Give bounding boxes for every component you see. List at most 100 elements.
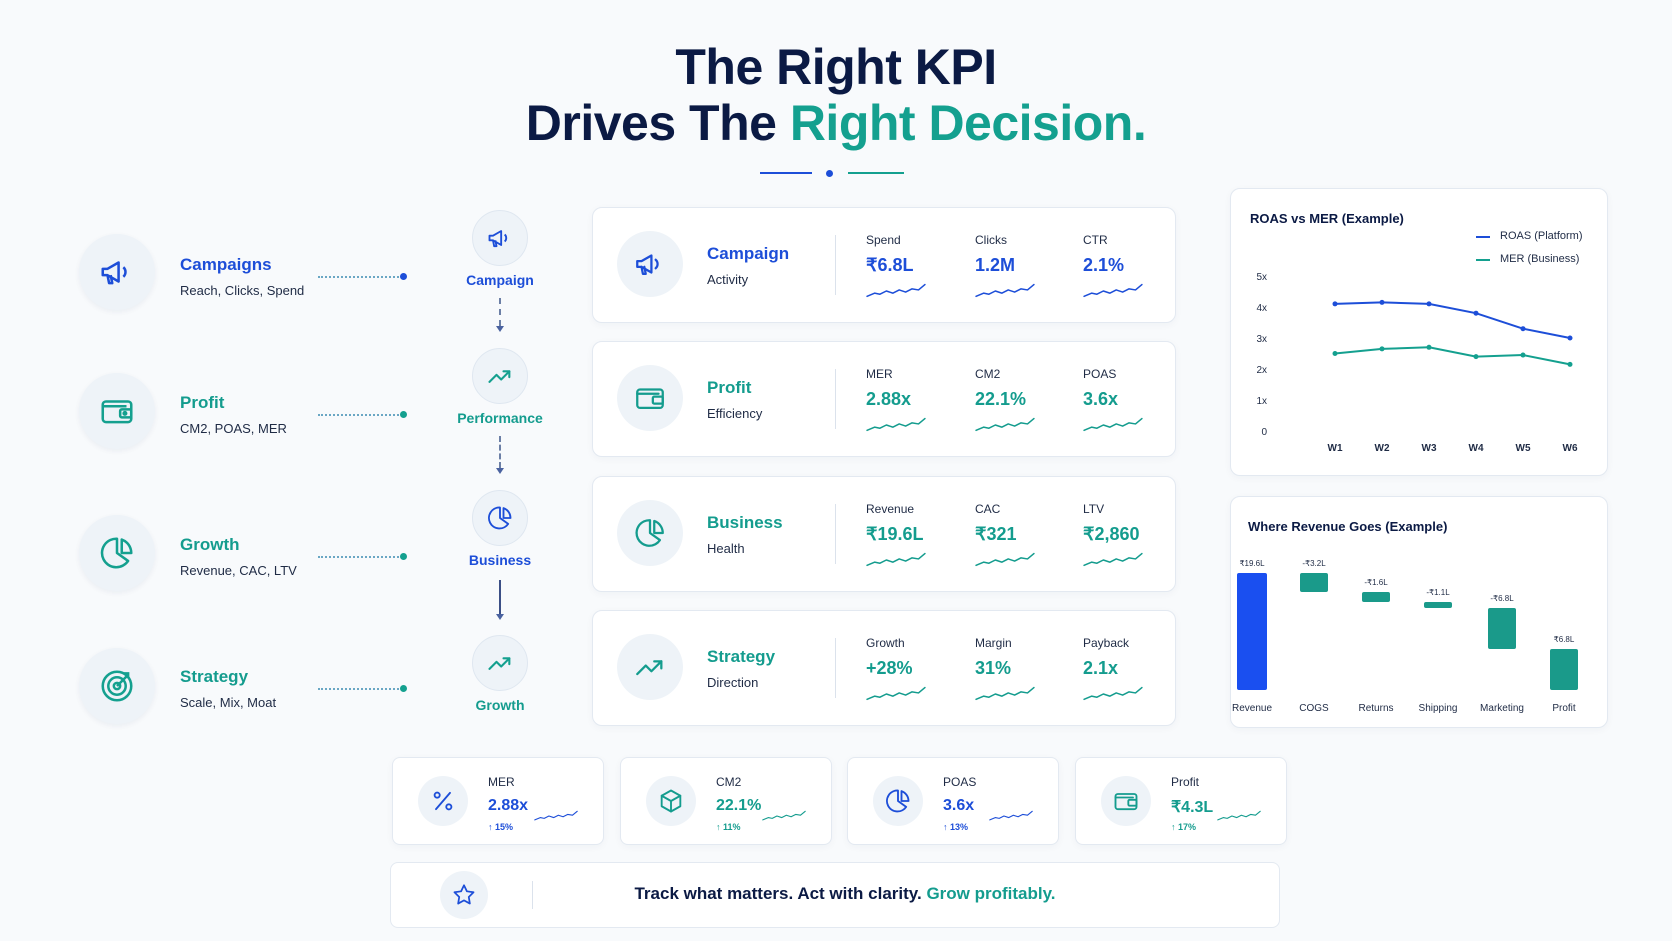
x-tick-label: W2 xyxy=(1375,443,1390,454)
metric-card xyxy=(592,476,1176,592)
chart-title: Where Revenue Goes (Example) xyxy=(1248,519,1448,534)
connector-dot xyxy=(400,411,407,418)
sparkline xyxy=(866,686,926,707)
banner-part2: Act with clarity. xyxy=(797,884,922,903)
data-point xyxy=(1426,301,1432,307)
series-line xyxy=(1334,301,1571,339)
kpi-label: MER xyxy=(488,775,515,789)
card-title: Strategy xyxy=(707,647,776,666)
left-item-title: Growth xyxy=(180,535,240,554)
flow-label: Business xyxy=(468,552,532,568)
data-point xyxy=(1567,361,1573,367)
sparkline xyxy=(975,552,1035,573)
sparkline xyxy=(1083,552,1143,573)
metric-label: Payback xyxy=(1083,636,1130,650)
metric-label: CTR xyxy=(1083,233,1108,247)
y-tick-label: 5x xyxy=(1256,272,1267,283)
title-prefix: Drives The xyxy=(525,95,790,151)
sparkline xyxy=(866,283,926,304)
kpi-label: CM2 xyxy=(716,775,742,789)
sparkline xyxy=(1083,283,1143,304)
waterfall-bar xyxy=(1488,608,1516,649)
legend-swatch-roas xyxy=(1476,236,1490,238)
megaphone-icon xyxy=(79,234,155,310)
data-point xyxy=(1332,351,1338,356)
waterfall-bar xyxy=(1237,573,1267,690)
metric-value: 2.88x xyxy=(866,389,912,409)
waterfall-bar xyxy=(1362,592,1390,602)
metric-label: CM2 xyxy=(975,367,1001,381)
flow-label: Growth xyxy=(475,697,525,713)
y-tick-label: 3x xyxy=(1256,334,1267,345)
metric-label: CAC xyxy=(975,502,1001,516)
waterfall-category-label: Revenue xyxy=(1231,703,1273,714)
card-title: Profit xyxy=(707,378,752,397)
flow-label: Campaign xyxy=(466,272,534,288)
pie-chart-icon xyxy=(472,490,528,546)
trend-up-icon xyxy=(472,635,528,691)
line-chart-svg: 5x 4x 3x 2x 1x 0 W1 W2 W3 W4 W5 W6 xyxy=(1256,272,1578,454)
waterfall-value-label: ₹6.8L xyxy=(1553,635,1575,645)
kpi-label: POAS xyxy=(943,775,977,789)
banner-divider xyxy=(532,881,533,909)
title-divider-dot xyxy=(826,170,833,177)
metric-label: Growth xyxy=(866,636,905,650)
metric-label: Clicks xyxy=(975,233,1007,247)
data-point xyxy=(1520,352,1526,358)
kpi-change: ↑ 15% xyxy=(488,822,514,832)
card-divider xyxy=(835,235,836,295)
y-tick-label: 0 xyxy=(1261,427,1267,438)
legend-label-mer: MER (Business) xyxy=(1500,253,1580,265)
connector-line xyxy=(318,414,403,416)
page-title-line1: The Right KPI xyxy=(675,39,997,95)
flow-label: Performance xyxy=(457,410,543,426)
kpi-change: ↑ 17% xyxy=(1171,822,1197,832)
connector-dot xyxy=(400,273,407,280)
series-line xyxy=(1334,346,1571,366)
kpi-value: 3.6x xyxy=(943,797,975,814)
wallet-icon xyxy=(1101,776,1151,826)
flow-arrowhead xyxy=(496,326,504,332)
y-tick-label: 2x xyxy=(1256,365,1267,376)
metric-value: 31% xyxy=(975,658,1012,678)
card-subtitle: Health xyxy=(707,541,745,556)
metric-value: ₹6.8L xyxy=(866,255,914,275)
banner-part3: Grow profitably. xyxy=(926,884,1056,903)
x-tick-label: W3 xyxy=(1422,443,1437,454)
revenue-waterfall-card xyxy=(1230,496,1608,728)
banner-text: Track what matters. Act with clarity. Gr… xyxy=(540,884,1150,904)
star-icon xyxy=(440,871,488,919)
title-divider-right xyxy=(848,172,904,174)
x-tick-label: W6 xyxy=(1563,443,1578,454)
sparkline xyxy=(1083,686,1143,707)
flow-arrow xyxy=(499,436,501,468)
waterfall-category-label: Marketing xyxy=(1480,703,1524,714)
card-divider xyxy=(835,638,836,698)
sparkline xyxy=(866,552,926,573)
x-tick-label: W5 xyxy=(1516,443,1531,454)
metric-value: +28% xyxy=(866,658,913,678)
flow-arrow xyxy=(499,298,501,326)
metric-value: 2.1% xyxy=(1083,255,1125,275)
card-divider xyxy=(835,504,836,564)
connector-dot xyxy=(400,553,407,560)
waterfall-value-label: -₹3.2L xyxy=(1302,559,1326,568)
waterfall-value-label: -₹1.1L xyxy=(1426,587,1450,597)
kpi-value: ₹4.3L xyxy=(1171,799,1214,816)
metric-label: POAS xyxy=(1083,367,1117,381)
data-point xyxy=(1567,335,1573,341)
waterfall-value-label: ₹19.6L xyxy=(1239,559,1265,568)
flow-arrow xyxy=(499,580,501,614)
sparkline xyxy=(762,808,806,829)
kpi-change: ↑ 11% xyxy=(716,822,741,832)
sparkline xyxy=(1083,417,1143,438)
pie-chart-icon xyxy=(79,515,155,591)
title-accent: Right Decision. xyxy=(789,95,1147,151)
metric-value: ₹19.6L xyxy=(866,524,924,544)
metric-value: 22.1% xyxy=(975,389,1027,409)
sparkline xyxy=(975,686,1035,707)
left-item-sub: Revenue, CAC, LTV xyxy=(180,563,297,578)
trend-up-icon xyxy=(617,634,683,700)
y-tick-label: 1x xyxy=(1256,396,1267,407)
target-icon xyxy=(79,648,155,724)
